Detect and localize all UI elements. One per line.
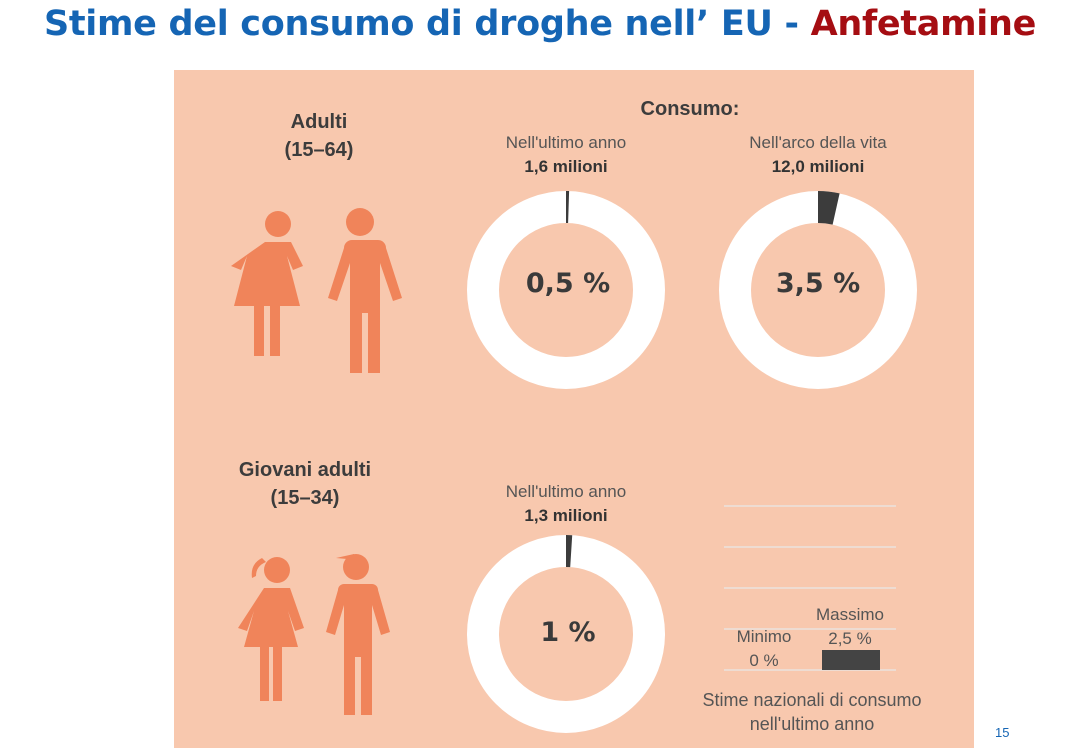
- donut1-caption: Nell'ultimo anno 1,6 milioni: [505, 133, 627, 176]
- adult-male-icon: [328, 208, 402, 373]
- title-main: Stime del consumo di droghe nell’ EU -: [43, 4, 811, 44]
- donut-wedge: [566, 535, 573, 568]
- adult-female-icon: [231, 211, 303, 356]
- donut1-percent: 0,5 %: [525, 268, 611, 299]
- donut-wedge: [566, 191, 570, 224]
- title-accent: Anfetamine: [810, 4, 1037, 44]
- national-estimates-max-bar: [822, 650, 880, 670]
- infographic-panel: [174, 70, 974, 748]
- min-label: Minimo 0 %: [736, 627, 792, 670]
- donut-chart-adults-last-year: [467, 191, 665, 389]
- national-estimates-caption: Stime nazionali di consumo nell'ultimo a…: [702, 690, 922, 734]
- donut3-percent: 1 %: [540, 617, 596, 648]
- slide-title: Stime del consumo di droghe nell’ EU - A…: [0, 4, 1080, 44]
- donut-chart-adults-lifetime: [719, 191, 917, 389]
- young-male-icon: [326, 554, 390, 715]
- page-number: 15: [995, 725, 1010, 740]
- donut2-percent: 3,5 %: [775, 268, 861, 299]
- donut3-caption: Nell'ultimo anno 1,3 milioni: [505, 482, 627, 525]
- consumo-label: Consumo:: [640, 98, 740, 120]
- donut-wedge: [818, 191, 840, 225]
- young-adults-label: Giovani adulti (15–34): [238, 459, 372, 509]
- adults-label: Adulti (15–64): [284, 111, 354, 161]
- donut2-caption: Nell'arco della vita 12,0 milioni: [749, 133, 887, 176]
- max-label: Massimo 2,5 %: [815, 605, 884, 648]
- young-female-icon: [238, 557, 304, 701]
- donut-chart-young-last-year: [467, 535, 665, 733]
